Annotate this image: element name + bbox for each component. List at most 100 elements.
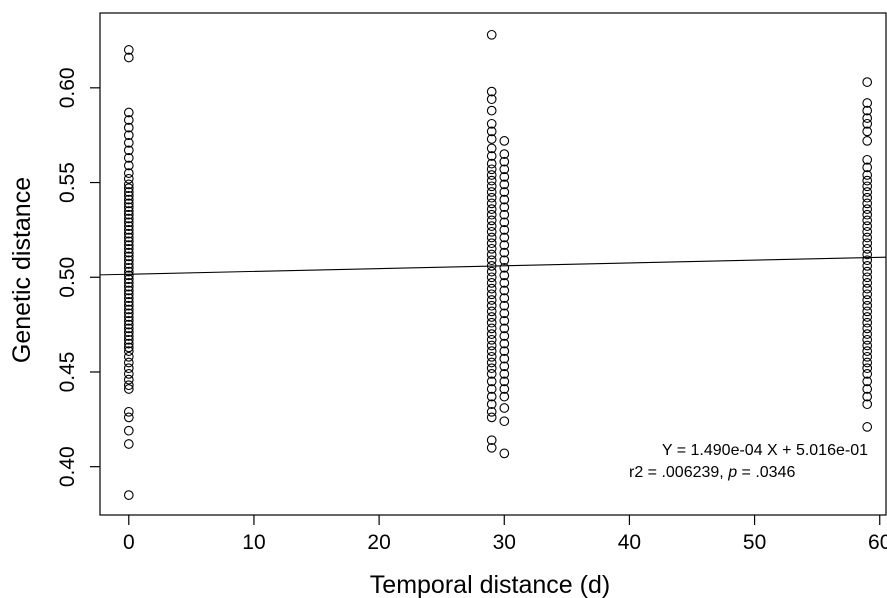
p-symbol: p — [727, 464, 737, 481]
data-point — [499, 172, 510, 182]
data-point — [486, 323, 497, 334]
data-point — [486, 134, 497, 144]
data-point — [486, 329, 497, 339]
data-point — [862, 154, 873, 165]
y-tick-label: 0.60 — [56, 67, 79, 108]
data-point — [123, 236, 134, 247]
data-point — [123, 251, 134, 262]
data-point — [123, 374, 134, 385]
data-point — [486, 187, 497, 197]
data-point — [123, 255, 134, 266]
data-point — [123, 319, 134, 330]
data-point — [862, 369, 873, 379]
data-point — [123, 232, 134, 243]
data-point — [862, 77, 873, 87]
x-axis-title: Temporal distance (d) — [370, 571, 610, 598]
data-point — [486, 118, 497, 129]
data-point — [499, 285, 510, 296]
data-point — [486, 249, 497, 260]
x-tick-label: 20 — [367, 531, 390, 554]
data-point — [486, 198, 497, 209]
data-point — [123, 346, 134, 356]
data-point — [123, 198, 134, 209]
data-point — [499, 338, 510, 349]
x-tick-label: 50 — [743, 531, 766, 554]
data-point — [862, 323, 873, 334]
data-point — [862, 272, 873, 283]
data-point — [862, 266, 873, 277]
y-tick-label: 0.50 — [56, 257, 79, 298]
data-point — [123, 380, 134, 391]
data-point — [862, 162, 873, 173]
data-point — [486, 238, 497, 249]
plot-frame — [99, 12, 887, 516]
data-point — [862, 261, 873, 271]
data-point — [862, 226, 873, 237]
data-point — [499, 353, 510, 364]
data-point — [499, 384, 510, 394]
data-point — [862, 105, 873, 116]
y-tick-label: 0.40 — [56, 446, 79, 487]
data-point — [499, 300, 510, 311]
data-point — [123, 285, 134, 296]
data-point — [486, 278, 497, 288]
data-point — [486, 384, 497, 394]
data-point — [123, 240, 134, 250]
data-point — [123, 334, 134, 345]
data-point — [123, 187, 134, 197]
data-point — [123, 406, 134, 417]
regression-stats: r2 = .006239, p = .0346 — [629, 464, 795, 481]
data-point — [123, 122, 134, 133]
data-point — [123, 266, 134, 277]
data-point — [123, 412, 134, 423]
data-point — [486, 317, 497, 328]
data-point — [862, 300, 873, 311]
data-point — [486, 312, 497, 322]
data-point — [499, 448, 510, 459]
data-point — [862, 278, 873, 288]
data-point — [123, 107, 134, 118]
data-point — [862, 187, 873, 197]
data-point — [486, 170, 497, 180]
data-point — [123, 115, 134, 125]
data-point — [499, 240, 510, 250]
data-point — [499, 391, 510, 402]
p-value: = .0346 — [737, 464, 795, 481]
data-point — [862, 351, 873, 362]
data-point — [123, 247, 134, 258]
data-point — [486, 126, 497, 137]
data-point — [862, 181, 873, 192]
data-point — [486, 283, 497, 294]
data-point — [486, 151, 497, 161]
data-point — [123, 308, 134, 319]
data-point — [123, 293, 134, 303]
y-tick-label: 0.45 — [56, 352, 79, 393]
data-point — [123, 173, 134, 184]
regression-equation: Y = 1.490e-04 X + 5.016e-01 — [662, 442, 868, 459]
data-point — [486, 243, 497, 254]
data-point — [486, 442, 497, 453]
data-point — [499, 179, 510, 190]
data-point — [123, 300, 134, 311]
data-point — [499, 209, 510, 220]
data-point — [486, 255, 497, 266]
data-point — [486, 232, 497, 243]
data-point — [486, 209, 497, 220]
data-point — [123, 209, 134, 220]
data-point — [123, 274, 134, 285]
data-point — [486, 363, 497, 374]
data-point — [862, 317, 873, 328]
data-point — [499, 278, 510, 288]
data-point — [123, 384, 134, 394]
data-point — [499, 308, 510, 319]
data-point — [862, 376, 873, 387]
data-point — [123, 206, 134, 216]
data-point — [486, 86, 497, 97]
data-point — [123, 217, 134, 228]
data-point — [486, 175, 497, 186]
data-point — [123, 168, 134, 178]
data-point — [499, 403, 510, 413]
y-axis-title: Genetic distance — [8, 177, 36, 363]
data-point — [499, 376, 510, 387]
data-point — [862, 334, 873, 345]
